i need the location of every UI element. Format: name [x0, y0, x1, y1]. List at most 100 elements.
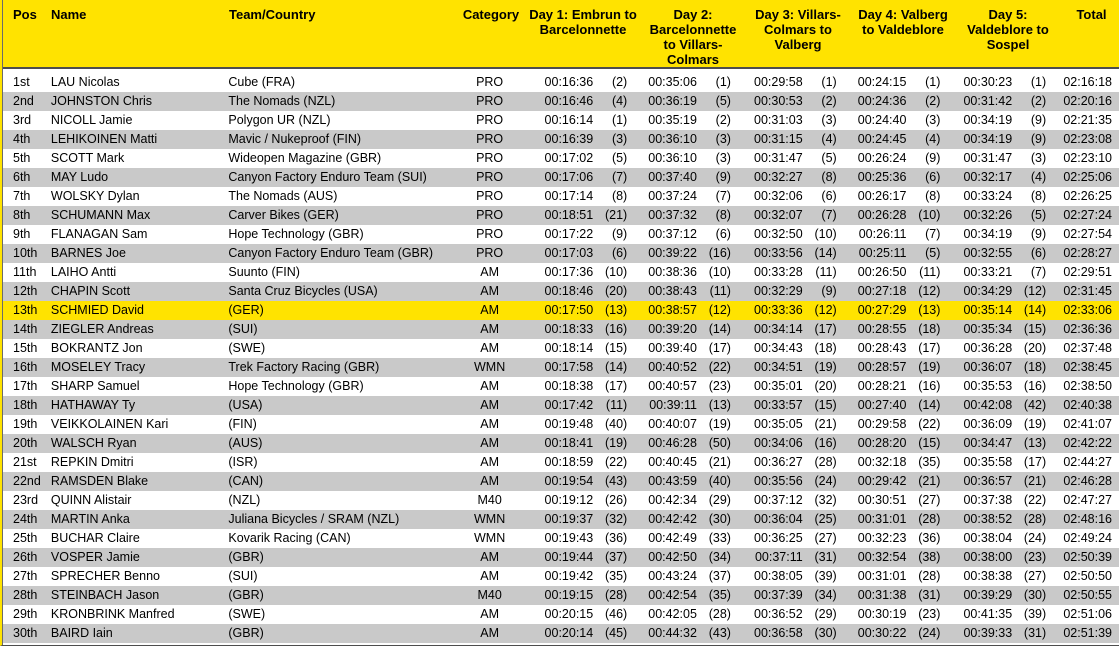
day1-rank: (9)	[611, 227, 628, 241]
day4-time-cell: 00:28:43 (17)	[849, 339, 953, 358]
day5-time: 00:41:35	[963, 607, 1013, 621]
day5-rank: (6)	[1030, 246, 1047, 260]
day1-rank: (37)	[604, 550, 628, 564]
table-row[interactable]: 12th CHAPIN Scott Santa Cruz Bicycles (U…	[3, 282, 1119, 301]
day2-time-cell: 00:43:59 (40)	[639, 472, 743, 491]
table-row[interactable]: 16th MOSELEY Tracy Trek Factory Racing (…	[3, 358, 1119, 377]
table-row[interactable]: 27th SPRECHER Benno (SUI) AM 00:19:42 (3…	[3, 567, 1119, 586]
day2-rank: (34)	[708, 550, 731, 564]
table-row[interactable]: 13th SCHMIED David (GER) AM 00:17:50 (13…	[3, 301, 1119, 320]
day5-rank: (8)	[1030, 189, 1047, 203]
day4-time: 00:26:50	[857, 265, 907, 279]
day4-time: 00:28:55	[857, 322, 907, 336]
table-row[interactable]: 5th SCOTT Mark Wideopen Magazine (GBR) P…	[3, 149, 1119, 168]
team-country-cell: Cube (FRA)	[228, 75, 296, 89]
day4-time-cell: 00:31:01 (28)	[849, 567, 953, 586]
day2-time: 00:43:59	[648, 474, 697, 488]
day4-time-cell: 00:27:18 (12)	[849, 282, 953, 301]
day5-time: 00:42:08	[963, 398, 1013, 412]
category-cell: PRO	[476, 170, 504, 184]
day4-rank: (11)	[919, 265, 941, 279]
day1-time-cell: 00:18:33 (16)	[524, 320, 640, 339]
team-country-cell: (GBR)	[228, 550, 264, 564]
day5-time-cell: 00:34:19 (9)	[952, 225, 1058, 244]
table-row[interactable]: 28th STEINBACH Jason (GBR) M40 00:19:15 …	[3, 586, 1119, 605]
table-row[interactable]: 10th BARNES Joe Canyon Factory Enduro Te…	[3, 244, 1119, 263]
day2-rank: (1)	[715, 75, 731, 89]
rider-name-cell: FLANAGAN Sam	[50, 227, 148, 241]
day3-time-cell: 00:31:15 (4)	[743, 130, 849, 149]
rider-name-cell: REPKIN Dmitri	[50, 455, 134, 469]
day1-time-cell: 00:17:06 (7)	[524, 168, 640, 187]
table-row[interactable]: 8th SCHUMANN Max Carver Bikes (GER) PRO …	[3, 206, 1119, 225]
rider-name-cell: QUINN Alistair	[50, 493, 132, 507]
table-row[interactable]: 7th WOLSKY Dylan The Nomads (AUS) PRO 00…	[3, 187, 1119, 206]
day3-time: 00:33:56	[754, 246, 803, 260]
day1-time: 00:18:46	[544, 284, 594, 298]
category-cell: PRO	[476, 151, 504, 165]
category-cell: PRO	[476, 94, 504, 108]
position-cell: 21st	[13, 455, 37, 469]
table-row[interactable]: 14th ZIEGLER Andreas (SUI) AM 00:18:33 (…	[3, 320, 1119, 339]
day4-rank: (12)	[918, 284, 941, 298]
category-cell: PRO	[476, 227, 504, 241]
table-row[interactable]: 9th FLANAGAN Sam Hope Technology (GBR) P…	[3, 225, 1119, 244]
table-row[interactable]: 19th VEIKKOLAINEN Kari (FIN) AM 00:19:48…	[3, 415, 1119, 434]
day5-rank: (5)	[1030, 208, 1047, 222]
team-country-cell: Polygon UR (NZL)	[228, 113, 331, 127]
position-cell: 12th	[13, 284, 38, 298]
table-row[interactable]: 23rd QUINN Alistair (NZL) M40 00:19:12 (…	[3, 491, 1119, 510]
day3-time: 00:38:05	[754, 569, 803, 583]
rider-name-cell: MOSELEY Tracy	[50, 360, 146, 374]
table-row[interactable]: 11th LAIHO Antti Suunto (FIN) AM 00:17:3…	[3, 263, 1119, 282]
table-row[interactable]: 30th BAIRD Iain (GBR) AM 00:20:14 (45) 0…	[3, 624, 1119, 643]
rider-name-cell: BUCHAR Claire	[50, 531, 140, 545]
day4-time-cell: 00:29:58 (22)	[849, 415, 953, 434]
day4-rank: (2)	[925, 94, 941, 108]
table-row[interactable]: 20th WALSCH Ryan (AUS) AM 00:18:41 (19) …	[3, 434, 1119, 453]
table-row[interactable]: 15th BOKRANTZ Jon (SWE) AM 00:18:14 (15)…	[3, 339, 1119, 358]
table-row[interactable]: 17th SHARP Samuel Hope Technology (GBR) …	[3, 377, 1119, 396]
table-row[interactable]: 24th MARTIN Anka Juliana Bicycles / SRAM…	[3, 510, 1119, 529]
day5-rank: (30)	[1023, 588, 1047, 602]
day1-rank: (11)	[605, 398, 628, 412]
total-time-cell: 02:47:27	[1063, 493, 1112, 507]
day2-time: 00:39:22	[648, 246, 697, 260]
team-country-cell: Juliana Bicycles / SRAM (NZL)	[228, 512, 400, 526]
column-header-total: Total	[1076, 7, 1107, 22]
day5-rank: (15)	[1023, 322, 1047, 336]
total-time-cell: 02:33:06	[1063, 303, 1112, 317]
team-country-cell: Hope Technology (GBR)	[228, 227, 364, 241]
table-row[interactable]: 18th HATHAWAY Ty (USA) AM 00:17:42 (11) …	[3, 396, 1119, 415]
day1-time-cell: 00:18:14 (15)	[524, 339, 640, 358]
day3-rank: (27)	[814, 531, 837, 545]
day3-time-cell: 00:34:14 (17)	[743, 320, 849, 339]
day1-time: 00:19:42	[544, 569, 594, 583]
day1-rank: (10)	[604, 265, 628, 279]
day3-time-cell: 00:33:28 (11)	[743, 263, 849, 282]
day3-time-cell: 00:34:43 (18)	[743, 339, 849, 358]
day3-time-cell: 00:38:05 (39)	[743, 567, 849, 586]
table-row[interactable]: 26th VOSPER Jamie (GBR) AM 00:19:44 (37)…	[3, 548, 1119, 567]
day3-time-cell: 00:33:57 (15)	[743, 396, 849, 415]
team-country-cell: (SUI)	[228, 322, 258, 336]
total-time-cell: 02:25:06	[1063, 170, 1112, 184]
table-row[interactable]: 4th LEHIKOINEN Matti Mavic / Nukeproof (…	[3, 130, 1119, 149]
day5-time: 00:35:34	[963, 322, 1013, 336]
day5-rank: (31)	[1023, 626, 1047, 640]
table-row[interactable]: 3rd NICOLL Jamie Polygon UR (NZL) PRO 00…	[3, 111, 1119, 130]
table-row[interactable]: 1st LAU Nicolas Cube (FRA) PRO 00:16:36 …	[3, 73, 1119, 92]
position-cell: 28th	[13, 588, 38, 602]
table-row[interactable]: 22nd RAMSDEN Blake (CAN) AM 00:19:54 (43…	[3, 472, 1119, 491]
table-row[interactable]: 29th KRONBRINK Manfred (SWE) AM 00:20:15…	[3, 605, 1119, 624]
table-row[interactable]: 25th BUCHAR Claire Kovarik Racing (CAN) …	[3, 529, 1119, 548]
category-cell: AM	[480, 626, 499, 640]
day1-time-cell: 00:16:14 (1)	[524, 111, 640, 130]
table-row[interactable]: 2nd JOHNSTON Chris The Nomads (NZL) PRO …	[3, 92, 1119, 111]
day2-rank: (3)	[715, 151, 731, 165]
table-row[interactable]: 6th MAY Ludo Canyon Factory Enduro Team …	[3, 168, 1119, 187]
day5-time-cell: 00:32:17 (4)	[952, 168, 1058, 187]
day5-rank: (27)	[1023, 569, 1047, 583]
table-row[interactable]: 21st REPKIN Dmitri (ISR) AM 00:18:59 (22…	[3, 453, 1119, 472]
day4-time-cell: 00:32:18 (35)	[849, 453, 953, 472]
